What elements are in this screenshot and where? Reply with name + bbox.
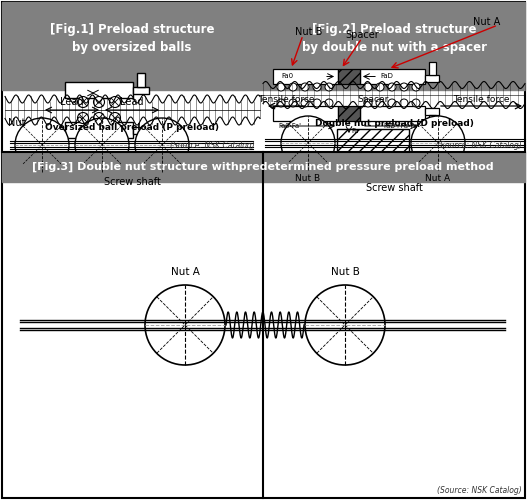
Bar <box>429 62 436 75</box>
Text: Fa: Fa <box>351 128 359 134</box>
Circle shape <box>93 112 104 124</box>
Circle shape <box>388 83 396 91</box>
Bar <box>273 69 338 84</box>
Circle shape <box>411 116 465 170</box>
Text: Screw shaft: Screw shaft <box>104 177 160 187</box>
Circle shape <box>400 99 408 107</box>
Text: FaD: FaD <box>380 74 393 80</box>
Text: Screw shaft: Screw shaft <box>366 183 423 193</box>
Text: [Fig.2] Preload structure: [Fig.2] Preload structure <box>312 24 476 36</box>
Circle shape <box>301 99 309 107</box>
Text: Oversized ball preload (P preload): Oversized ball preload (P preload) <box>45 122 219 132</box>
Text: (Source: NSK Catalog): (Source: NSK Catalog) <box>437 141 522 150</box>
Circle shape <box>135 118 189 172</box>
Circle shape <box>325 83 333 91</box>
Circle shape <box>77 112 89 124</box>
Bar <box>133 127 149 134</box>
Bar <box>2 152 525 182</box>
Text: Spacer: Spacer <box>345 30 379 40</box>
Bar <box>429 115 436 128</box>
Text: by double nut with a spacer: by double nut with a spacer <box>301 40 486 54</box>
Bar <box>65 122 133 138</box>
Bar <box>2 2 263 90</box>
Circle shape <box>93 96 104 108</box>
Text: Fa0-Fa': Fa0-Fa' <box>278 123 301 129</box>
Circle shape <box>412 99 420 107</box>
Bar <box>137 73 145 87</box>
Bar <box>360 69 425 84</box>
Circle shape <box>400 83 408 91</box>
Bar <box>65 82 133 98</box>
Circle shape <box>110 112 121 124</box>
Text: [Fig.1] Preload structure: [Fig.1] Preload structure <box>50 24 214 36</box>
Text: Fa0: Fa0 <box>281 74 293 80</box>
Bar <box>337 129 409 157</box>
Circle shape <box>289 99 297 107</box>
Bar <box>338 106 360 121</box>
Circle shape <box>305 285 385 365</box>
Circle shape <box>388 99 396 107</box>
Bar <box>360 106 425 121</box>
Bar <box>133 87 149 94</box>
Text: Spacer: Spacer <box>357 95 389 104</box>
Circle shape <box>313 83 321 91</box>
Text: Nut B: Nut B <box>296 174 320 183</box>
Text: Lead: Lead <box>120 97 144 107</box>
Text: Nut A: Nut A <box>473 17 500 27</box>
Circle shape <box>313 99 321 107</box>
Bar <box>338 69 360 84</box>
Circle shape <box>75 118 129 172</box>
Text: FaD+Fa-Fa': FaD+Fa-Fa' <box>384 123 420 129</box>
Circle shape <box>364 83 372 91</box>
Text: Nut B: Nut B <box>330 267 359 277</box>
Circle shape <box>289 83 297 91</box>
Circle shape <box>325 99 333 107</box>
Circle shape <box>77 96 89 108</box>
Circle shape <box>110 96 121 108</box>
Bar <box>425 108 439 115</box>
Text: (Source: NSK Catalog): (Source: NSK Catalog) <box>437 486 522 495</box>
Bar <box>263 2 525 90</box>
Text: Nut A: Nut A <box>425 174 451 183</box>
Circle shape <box>376 83 384 91</box>
Bar <box>425 75 439 82</box>
Bar <box>273 106 338 121</box>
Text: Lead: Lead <box>60 97 84 107</box>
Circle shape <box>145 285 225 365</box>
Text: (Source: NSK Catalog): (Source: NSK Catalog) <box>170 141 255 150</box>
Circle shape <box>364 99 372 107</box>
Circle shape <box>301 83 309 91</box>
Bar <box>137 134 145 148</box>
Text: Tensile force: Tensile force <box>258 95 315 104</box>
Text: Nut B: Nut B <box>295 27 323 37</box>
Circle shape <box>15 118 69 172</box>
Text: Double nut preload (D preload): Double nut preload (D preload) <box>315 120 473 128</box>
Circle shape <box>376 99 384 107</box>
Text: Tensile force: Tensile force <box>453 95 510 104</box>
Text: [Fig.3] Double nut structure withpredetermined pressure preload method: [Fig.3] Double nut structure withpredete… <box>32 162 494 172</box>
Text: Nut: Nut <box>8 118 25 128</box>
Circle shape <box>277 99 285 107</box>
Text: by oversized balls: by oversized balls <box>72 40 192 54</box>
Circle shape <box>281 116 335 170</box>
Text: Nut A: Nut A <box>171 267 199 277</box>
Circle shape <box>412 83 420 91</box>
Circle shape <box>277 83 285 91</box>
